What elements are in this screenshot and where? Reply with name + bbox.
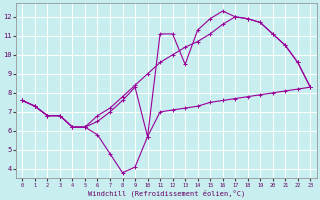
X-axis label: Windchill (Refroidissement éolien,°C): Windchill (Refroidissement éolien,°C)	[88, 189, 245, 197]
